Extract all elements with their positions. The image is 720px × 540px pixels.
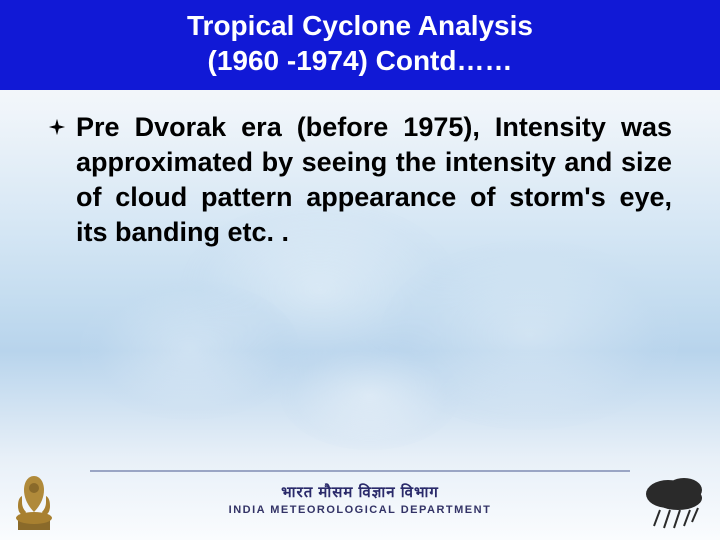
slide: Tropical Cyclone Analysis (1960 -1974) C…	[0, 0, 720, 540]
title-line-2: (1960 -1974) Contd……	[208, 45, 513, 76]
slide-content: Pre Dvorak era (before 1975), Intensity …	[0, 90, 720, 270]
footer-english-text: INDIA METEOROLOGICAL DEPARTMENT	[0, 504, 720, 516]
title-line-1: Tropical Cyclone Analysis	[187, 10, 533, 41]
slide-footer: भारत मौसम विज्ञान विभाग INDIA METEOROLOG…	[0, 460, 720, 540]
diamond-bullet-icon	[48, 118, 66, 136]
footer-hindi-text: भारत मौसम विज्ञान विभाग	[0, 482, 720, 502]
footer-divider	[90, 470, 630, 472]
bullet-text: Pre Dvorak era (before 1975), Intensity …	[76, 110, 672, 250]
slide-header: Tropical Cyclone Analysis (1960 -1974) C…	[0, 0, 720, 90]
bullet-item: Pre Dvorak era (before 1975), Intensity …	[48, 110, 672, 250]
slide-title: Tropical Cyclone Analysis (1960 -1974) C…	[0, 8, 720, 78]
footer-org-text: भारत मौसम विज्ञान विभाग INDIA METEOROLOG…	[0, 482, 720, 516]
